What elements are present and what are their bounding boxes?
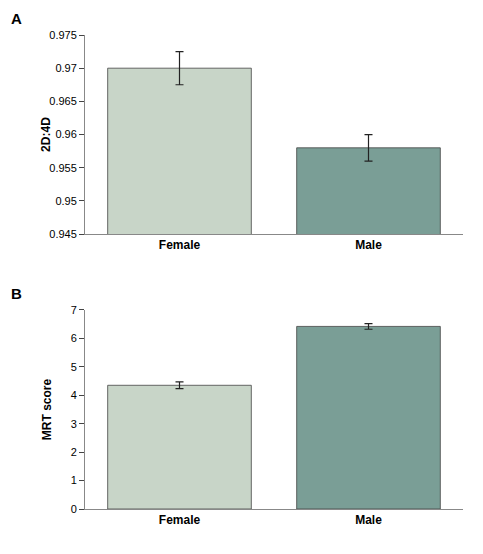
svg-text:0.97: 0.97 xyxy=(55,62,76,74)
svg-text:Female: Female xyxy=(159,513,201,527)
svg-text:0.975: 0.975 xyxy=(49,29,77,41)
svg-text:0.945: 0.945 xyxy=(49,228,77,240)
svg-text:0: 0 xyxy=(71,503,77,515)
svg-text:6: 6 xyxy=(71,332,77,344)
svg-text:2: 2 xyxy=(71,446,77,458)
svg-text:0.965: 0.965 xyxy=(49,95,77,107)
svg-text:0.96: 0.96 xyxy=(55,128,76,140)
svg-text:Female: Female xyxy=(159,238,201,252)
svg-text:3: 3 xyxy=(71,418,77,430)
svg-text:Male: Male xyxy=(355,513,382,527)
svg-text:A: A xyxy=(11,10,22,27)
svg-text:Male: Male xyxy=(355,238,382,252)
svg-text:0.955: 0.955 xyxy=(49,162,77,174)
svg-text:0.95: 0.95 xyxy=(55,195,76,207)
svg-text:4: 4 xyxy=(71,389,77,401)
svg-text:MRT score: MRT score xyxy=(40,378,54,440)
svg-text:B: B xyxy=(11,285,22,302)
svg-text:1: 1 xyxy=(71,474,77,486)
svg-text:5: 5 xyxy=(71,361,77,373)
svg-text:7: 7 xyxy=(71,304,77,316)
svg-text:2D:4D: 2D:4D xyxy=(39,117,53,152)
